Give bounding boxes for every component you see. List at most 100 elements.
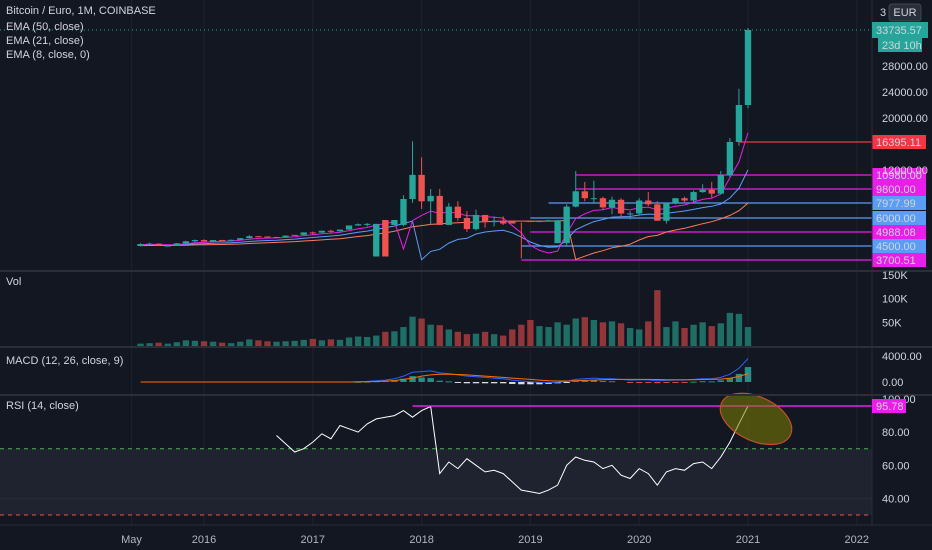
macd-histogram-bar bbox=[454, 382, 462, 383]
macd-histogram-bar bbox=[581, 380, 588, 382]
candle-body bbox=[518, 220, 525, 222]
level-badge-text: 4988.08 bbox=[876, 227, 916, 239]
volume-tick: 100K bbox=[882, 294, 908, 306]
indicator-ema50[interactable]: EMA (50, close) bbox=[6, 21, 84, 33]
macd-histogram-bar bbox=[400, 378, 407, 382]
candle-body bbox=[672, 198, 679, 203]
macd-tick: 0.00 bbox=[882, 377, 903, 389]
volume-bar bbox=[645, 321, 652, 346]
volume-tick: 50K bbox=[882, 317, 902, 329]
candle-body bbox=[590, 198, 598, 200]
candle-body bbox=[164, 245, 171, 247]
volume-bar bbox=[155, 342, 162, 346]
volume-bar bbox=[463, 334, 471, 346]
volume-bar bbox=[527, 319, 534, 346]
candle-body bbox=[264, 236, 271, 238]
macd-label[interactable]: MACD (12, 26, close, 9) bbox=[6, 355, 123, 367]
volume-label[interactable]: Vol bbox=[6, 276, 21, 288]
volume-bar bbox=[173, 342, 180, 346]
macd-histogram-bar bbox=[527, 382, 534, 385]
rsi-tick: 80.00 bbox=[882, 427, 910, 439]
macd-histogram-bar bbox=[654, 382, 661, 384]
candle-body bbox=[509, 220, 516, 224]
macd-histogram-bar bbox=[645, 382, 652, 383]
macd-histogram-bar bbox=[572, 380, 579, 382]
volume-bar bbox=[237, 341, 244, 346]
macd-histogram-bar bbox=[599, 381, 607, 383]
volume-bar bbox=[481, 331, 489, 346]
time-axis: May 2016 2017 2018 2019 2020 2021 2022 bbox=[121, 534, 869, 546]
candle-body bbox=[237, 238, 244, 240]
level-badge-text: 10980.00 bbox=[876, 170, 922, 182]
candle-body bbox=[744, 30, 752, 105]
volume-bar bbox=[509, 329, 516, 346]
rsi-annotation-ellipse[interactable] bbox=[712, 383, 799, 455]
level-badge-bg bbox=[872, 239, 926, 253]
macd-histogram-bar bbox=[681, 382, 688, 383]
symbol-title[interactable]: Bitcoin / Euro, 1M, COINBASE bbox=[6, 5, 156, 17]
candle-body bbox=[490, 220, 498, 223]
candle-body bbox=[255, 236, 262, 238]
volume-bar bbox=[264, 341, 271, 346]
volume-bar bbox=[672, 321, 679, 346]
volume-bar bbox=[327, 339, 335, 346]
level-badge-text: 3700.51 bbox=[876, 255, 916, 267]
rsi-label[interactable]: RSI (14, close) bbox=[6, 400, 79, 412]
volume-bar bbox=[699, 322, 706, 346]
candle-body bbox=[608, 199, 616, 208]
volume-bar bbox=[608, 321, 616, 346]
candle-body bbox=[282, 235, 289, 237]
volume-bar bbox=[373, 335, 380, 346]
countdown-badge-bg bbox=[878, 38, 922, 52]
volume-bar bbox=[518, 324, 525, 346]
ema8-line bbox=[140, 132, 749, 254]
ema50-line bbox=[140, 202, 749, 261]
macd-histogram-bar bbox=[744, 367, 752, 382]
volume-bar bbox=[572, 318, 579, 346]
volume-bar bbox=[590, 319, 598, 346]
candle-body bbox=[209, 240, 217, 242]
candle-body bbox=[563, 206, 570, 244]
level-badge-text: 4500.00 bbox=[876, 241, 916, 253]
volume-bar bbox=[228, 343, 235, 346]
candles bbox=[137, 28, 752, 259]
volume-bar bbox=[454, 331, 462, 346]
horizontal-levels[interactable]: 16395.11 10980.00 9800.00 7977.99 6000.00 498… bbox=[521, 135, 926, 267]
volume-bar bbox=[545, 327, 552, 346]
candle-body bbox=[191, 240, 199, 242]
rsi-line bbox=[276, 405, 749, 495]
candle-body bbox=[400, 198, 407, 225]
macd-histogram-bar bbox=[699, 381, 706, 383]
macd-histogram-bar bbox=[518, 382, 525, 385]
indicator-ema8[interactable]: EMA (8, close, 0) bbox=[6, 49, 90, 61]
candle-body bbox=[409, 174, 416, 199]
candle-body bbox=[581, 191, 588, 199]
volume-bar bbox=[345, 337, 353, 346]
macd-histogram-bar bbox=[418, 377, 425, 382]
volume-bar bbox=[255, 340, 262, 346]
level-badge: 7977.99 bbox=[872, 196, 926, 210]
candle-body bbox=[617, 199, 625, 214]
volume-bar bbox=[726, 312, 734, 346]
volume-bar bbox=[400, 327, 407, 346]
volume-bar bbox=[744, 327, 752, 346]
volume-bar bbox=[246, 339, 253, 346]
volume-bar bbox=[273, 341, 280, 346]
macd-histogram-bar bbox=[708, 381, 715, 383]
candle-body bbox=[699, 189, 706, 193]
indicator-ema21[interactable]: EMA (21, close) bbox=[6, 35, 84, 47]
level-badge-text: 6000.00 bbox=[876, 213, 916, 225]
candle-body bbox=[445, 206, 452, 225]
volume-bar bbox=[318, 340, 326, 346]
volume-bar bbox=[364, 337, 371, 346]
level-badge-bg bbox=[872, 253, 926, 267]
candle-body bbox=[436, 195, 443, 225]
currency-button[interactable]: EUR bbox=[888, 3, 922, 22]
volume-bar bbox=[445, 329, 452, 346]
time-tick: 2018 bbox=[409, 534, 433, 546]
candle-body bbox=[336, 229, 344, 232]
macd-histogram-bar bbox=[717, 380, 724, 382]
candle-body bbox=[527, 221, 534, 223]
macd-histogram-bar bbox=[690, 381, 697, 383]
